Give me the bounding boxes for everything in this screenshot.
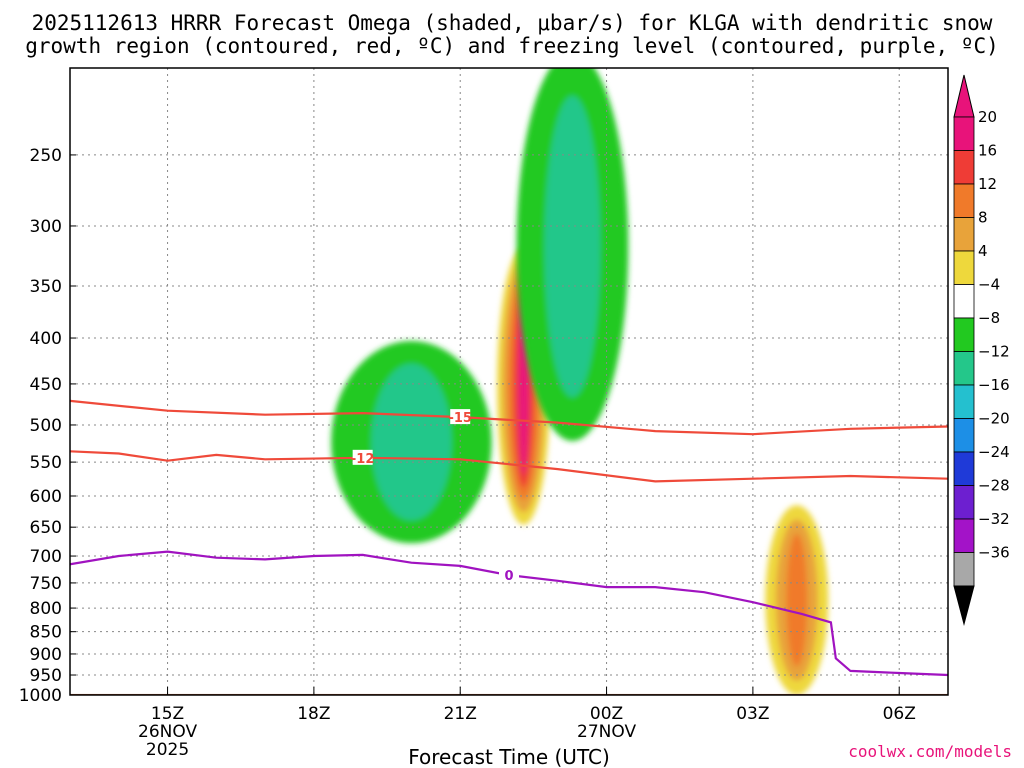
omega-feature-downward-upper: [516, 68, 629, 441]
colorbar-bin-4: [953, 250, 975, 285]
colorbar-label-1: 16: [978, 142, 997, 160]
colorbar-label-13: −36: [978, 544, 1010, 562]
x-axis-label: Forecast Time (UTC): [408, 745, 610, 768]
colorbar-label-10: −24: [978, 443, 1010, 461]
omega-level-downward-midlevel-1: [371, 363, 452, 521]
x-tick-label-3: 00Z: [590, 704, 623, 724]
contour-label-0: -15: [448, 411, 472, 426]
colorbar-label-9: −20: [978, 410, 1010, 428]
contour-line-0: [70, 399, 948, 436]
colorbar-bin-8: [953, 384, 975, 419]
contour-line-2: [70, 550, 948, 677]
y-tick-label-900: 900: [30, 645, 62, 665]
omega-feature-upward-late: [765, 505, 829, 695]
plot-frame: [69, 67, 949, 696]
colorbar-bin-10: [953, 451, 975, 486]
colorbar-bin-3: [953, 217, 975, 252]
y-axis: 2503003504004505005506006507007508008509…: [19, 146, 76, 706]
colorbar-label-7: −12: [978, 343, 1010, 361]
x-tick-label-0: 15Z: [151, 704, 184, 724]
contour-label-1: -12: [351, 452, 375, 467]
colorbar-label-8: −16: [978, 376, 1010, 394]
colorbar-label-12: −32: [978, 510, 1010, 528]
credit-text: coolwx.com/models: [848, 742, 1012, 761]
x-tick-sublabel-0-1: 2025: [146, 740, 189, 760]
grid-lines: [70, 68, 948, 695]
y-tick-label-450: 450: [30, 375, 62, 395]
y-tick-label-800: 800: [30, 599, 62, 619]
colorbar-bin-5: [953, 284, 975, 319]
colorbar-bottom-arrow: [953, 585, 975, 626]
contour-label-bg-2: [499, 567, 519, 583]
colorbar-label-4: 4: [978, 242, 988, 260]
y-tick-label-850: 850: [30, 623, 62, 643]
colorbar-bin-2: [953, 183, 975, 218]
colorbar-bin-7: [953, 351, 975, 386]
colorbar-bin-13: [953, 552, 975, 587]
colorbar-label-11: −28: [978, 477, 1010, 495]
omega-level-upward-late-2: [786, 533, 808, 667]
x-tick-label-1: 18Z: [297, 704, 330, 724]
colorbar-label-2: 12: [978, 175, 997, 193]
y-tick-label-1000: 1000: [19, 686, 62, 706]
y-tick-label-300: 300: [30, 217, 62, 237]
plot-area: -15 -12 0: [70, 68, 948, 695]
colorbar-legend: 20 16 12 8 4 −4 −8 −12 −16 −20 −24 −28 −32 −36: [953, 74, 1010, 626]
colorbar-label-6: −8: [978, 309, 1000, 327]
y-tick-label-700: 700: [30, 547, 62, 567]
contour-label-bg-1: [352, 449, 373, 465]
x-tick-label-2: 21Z: [444, 704, 477, 724]
colorbar-bin-12: [953, 518, 975, 553]
colorbar-label-0: 20: [978, 108, 997, 126]
colorbar-label-3: 8: [978, 209, 988, 227]
colorbar-bin-11: [953, 485, 975, 520]
y-tick-label-650: 650: [30, 518, 62, 538]
colorbar-bin-6: [953, 317, 975, 352]
y-tick-label-950: 950: [30, 666, 62, 686]
y-tick-label-550: 550: [30, 453, 62, 473]
chart-title-line-1: 2025112613 HRRR Forecast Omega (shaded, …: [32, 11, 993, 35]
x-tick-label-4: 03Z: [736, 704, 769, 724]
y-tick-label-500: 500: [30, 416, 62, 436]
y-tick-label-350: 350: [30, 277, 62, 297]
x-tick-sublabel-0-0: 26NOV: [138, 722, 197, 742]
x-tick-sublabel-3-0: 27NOV: [577, 722, 636, 742]
y-tick-label-750: 750: [30, 574, 62, 594]
x-tick-label-5: 06Z: [883, 704, 916, 724]
omega-feature-downward-midlevel: [331, 341, 492, 544]
omega-level-downward-upper-1: [544, 95, 601, 398]
chart-title-line-2: growth region (contoured, red, ºC) and f…: [25, 34, 999, 58]
colorbar-bin-0: [953, 116, 975, 151]
y-tick-label-400: 400: [30, 329, 62, 349]
colorbar-top-arrow: [953, 74, 975, 118]
contour-lines: -15 -12 0: [70, 399, 948, 677]
y-tick-label-250: 250: [30, 146, 62, 166]
colorbar-bin-1: [953, 150, 975, 185]
contour-label-bg-0: [450, 409, 471, 425]
colorbar-bin-9: [953, 418, 975, 453]
colorbar-label-5: −4: [978, 276, 1000, 294]
contour-line-1: [70, 450, 948, 483]
omega-shading: [331, 68, 829, 695]
y-tick-label-600: 600: [30, 487, 62, 507]
contour-label-2: 0: [504, 569, 513, 584]
